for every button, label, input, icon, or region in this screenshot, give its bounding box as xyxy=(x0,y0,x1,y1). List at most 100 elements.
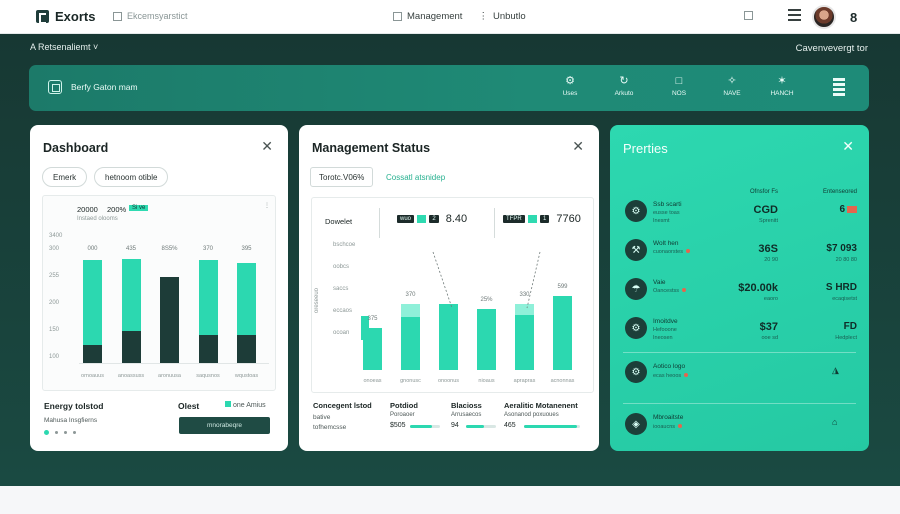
expand-icon[interactable]: ◮ xyxy=(832,365,839,375)
tab-torotc[interactable]: Torotc.V06% xyxy=(310,167,374,187)
progress-bar xyxy=(524,425,580,428)
toolbar-item-hanch[interactable]: ✶ HANCH xyxy=(762,75,802,97)
status-dot xyxy=(684,373,689,377)
star-icon: ✶ xyxy=(777,75,787,87)
toolbar-item-label: NOS xyxy=(671,90,687,97)
breadcrumb[interactable]: A Retsenaliemt ˅ xyxy=(30,42,98,52)
tools-icon[interactable]: ⚒ xyxy=(625,239,647,261)
home-icon[interactable]: ⌂ xyxy=(832,417,838,427)
olest-tag-label: one Amius xyxy=(233,402,266,409)
nav-management-label: Management xyxy=(407,11,463,22)
toolbar-item-nave[interactable]: ✧ NAVE xyxy=(712,75,752,97)
bar-category-label: nioaus xyxy=(478,378,495,384)
bar-segment-light[interactable] xyxy=(83,259,102,345)
bar[interactable] xyxy=(439,304,458,370)
bar-segment-light[interactable] xyxy=(198,259,218,336)
bar-segment-dark[interactable] xyxy=(121,330,141,363)
row-title: Ssb scarti xyxy=(653,201,682,208)
nav-management[interactable]: Management xyxy=(393,11,462,22)
filter-chip-emerk[interactable]: Emerk xyxy=(42,167,88,187)
filter-chip-hetnoom[interactable]: hetnoom otible xyxy=(94,167,169,187)
metric-swatch xyxy=(527,215,538,223)
toolbar-item-uses[interactable]: ⚙ Uses xyxy=(550,75,590,97)
pagination-dots[interactable] xyxy=(44,430,76,435)
chevron-down-icon: ˅ xyxy=(93,42,99,52)
status-dot xyxy=(681,288,686,292)
bar[interactable] xyxy=(401,317,420,370)
row-value-2: S HRD xyxy=(825,282,857,293)
bar[interactable] xyxy=(553,295,572,370)
sidebar-title: Dowelet xyxy=(325,217,353,226)
progress-bar xyxy=(410,425,440,428)
uses-icon: ⚙ xyxy=(565,75,575,87)
toolbar-item-arkuto[interactable]: ↻ Arkuto xyxy=(604,75,644,97)
gear-icon[interactable]: ⚙ xyxy=(625,361,647,383)
status-dot xyxy=(685,249,690,253)
bar-segment-dark[interactable] xyxy=(160,276,179,363)
settings-icon[interactable]: ⚙ xyxy=(625,200,647,222)
dashboard-plot: 300 255 200 150 100 000 ornoauus 435 anoassuss 8S… xyxy=(43,196,277,392)
metric-tag-num: 1 xyxy=(540,215,550,223)
footer-line: tofhemcsse xyxy=(313,424,347,431)
footer-line: Poroaoer xyxy=(390,412,415,418)
bottom-row-sub-text: ecas heoos xyxy=(653,373,682,379)
bar[interactable] xyxy=(477,309,496,370)
bar-segment-light[interactable] xyxy=(401,304,420,318)
dot[interactable] xyxy=(55,431,58,434)
bar-segment-light[interactable] xyxy=(121,258,141,331)
dashboard-action-button[interactable]: mnorabeqre xyxy=(179,417,270,434)
annotation-connector xyxy=(432,251,453,309)
brand-logo[interactable]: Exorts xyxy=(36,9,95,24)
toolbar-title[interactable]: Berfy Gaton mam xyxy=(48,80,138,94)
tab-cossatl[interactable]: Cossatl atsnidep xyxy=(386,172,446,182)
footer-line: Asonanod poxuoues xyxy=(504,412,559,418)
column-header-1: Ofnsfor Fs xyxy=(749,189,778,195)
search-field[interactable]: Ekcemsyarstict xyxy=(113,11,188,21)
shield-icon[interactable]: ◈ xyxy=(625,413,647,435)
dot-active[interactable] xyxy=(44,430,49,435)
nav-unbutlo[interactable]: ⋮ Unbutlo xyxy=(478,11,525,22)
umbrella-icon[interactable]: ☂ xyxy=(625,278,647,300)
close-icon[interactable]: ✕ xyxy=(572,138,584,154)
metric-tag-1: wuo 2 8.40 xyxy=(397,213,467,225)
stack-icon[interactable] xyxy=(833,78,845,98)
toolbar-item-label: Uses xyxy=(562,90,578,97)
row-sub: Hefooone xyxy=(653,327,677,333)
menu-icon[interactable] xyxy=(788,9,801,22)
bottom-row-sub: ecas heoos xyxy=(653,373,689,379)
footer-value: 94 xyxy=(451,422,459,429)
row-value-2: 6 xyxy=(780,204,857,215)
close-icon[interactable]: ✕ xyxy=(261,138,273,154)
row-sub: eusse toas xyxy=(653,210,680,216)
metric-tag-label: TFPR xyxy=(503,215,525,223)
dot[interactable] xyxy=(64,431,67,434)
bar-segment-light[interactable] xyxy=(237,263,256,336)
bar-segment-dark[interactable] xyxy=(237,335,256,363)
management-footer: Concegent lstod bative tofhemcsse Potdio… xyxy=(299,397,599,447)
bar-segment-light[interactable] xyxy=(515,304,534,315)
bar[interactable] xyxy=(363,328,382,370)
bar-segment-dark[interactable] xyxy=(198,335,218,363)
properties-panel: Prerties ✕ Ofnsfor Fs Entenseored ⚙ Ssb s… xyxy=(610,125,869,451)
metric-swatch xyxy=(417,215,427,223)
bar-segment-dark[interactable] xyxy=(83,345,102,363)
toolbar: Berfy Gaton mam ⚙ Uses ↻ Arkuto □ NOS ✧ NAVE… xyxy=(29,65,869,111)
row-value-2: FD xyxy=(843,321,857,332)
row-title: Imoitdve xyxy=(653,318,678,325)
cog-icon[interactable]: ⚙ xyxy=(625,317,647,339)
toolbar-item-nos[interactable]: □ NOS xyxy=(659,75,699,97)
avatar[interactable] xyxy=(812,5,836,29)
bar[interactable] xyxy=(515,314,534,370)
bar-category-label: aprapras xyxy=(513,378,536,384)
divider xyxy=(623,403,856,404)
close-icon[interactable]: ✕ xyxy=(842,138,854,154)
chart-menu-icon[interactable]: ⋮ xyxy=(264,203,270,209)
notification-icon[interactable] xyxy=(744,11,753,20)
bar-value-label: 375 xyxy=(367,316,378,323)
legend-pct: 200% xyxy=(107,205,127,214)
dot[interactable] xyxy=(73,431,76,434)
y-tick-label: 150 xyxy=(49,327,60,333)
management-plot: bschcoe oobcs saccs eccaos ocoan 375 onoeas 370… xyxy=(312,198,595,394)
row-value: CGD xyxy=(753,204,778,216)
row-value-sub: Sprenitt xyxy=(759,218,778,224)
